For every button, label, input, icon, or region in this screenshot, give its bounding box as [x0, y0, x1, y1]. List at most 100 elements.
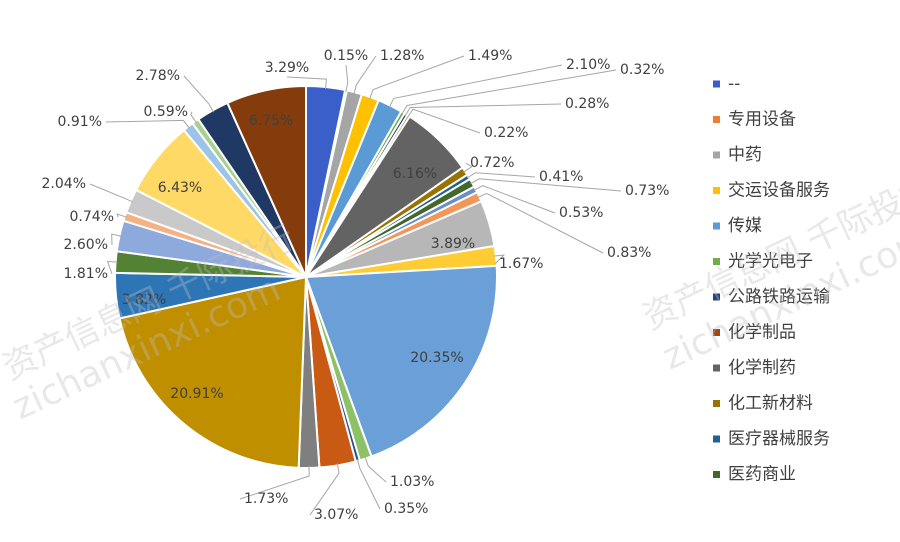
- leader-line: [407, 108, 481, 134]
- data-label: 0.35%: [384, 501, 428, 517]
- data-label: 1.67%: [499, 256, 543, 272]
- legend-swatch: [713, 329, 720, 336]
- data-label: 3.29%: [265, 60, 309, 76]
- legend-swatch: [713, 471, 720, 478]
- legend-label: 化学制品: [728, 323, 796, 343]
- data-label: 0.73%: [625, 183, 669, 199]
- leader-line: [116, 213, 127, 218]
- legend-item: 专用设备: [713, 110, 796, 130]
- data-label: 6.75%: [249, 113, 293, 129]
- data-label: 2.04%: [42, 176, 86, 192]
- leader-line: [477, 192, 604, 254]
- leader-line: [286, 76, 328, 90]
- data-label: 0.32%: [620, 62, 664, 78]
- data-label: 0.74%: [70, 209, 114, 225]
- legend-item: 交运设备服务: [713, 181, 830, 201]
- legend-swatch: [713, 187, 720, 194]
- data-label: 3.07%: [314, 507, 358, 523]
- data-label: 20.35%: [410, 350, 463, 366]
- data-label: 1.03%: [390, 474, 434, 490]
- data-label: 2.60%: [64, 237, 108, 253]
- data-label: 0.41%: [539, 169, 583, 185]
- leader-line: [364, 456, 387, 483]
- data-label: 6.16%: [393, 166, 437, 182]
- legend-swatch: [713, 400, 720, 407]
- leader-line: [388, 64, 563, 108]
- legend-item: 公路铁路运输: [713, 287, 830, 307]
- legend: -- 专用设备中药交运设备服务传媒光学光电子公路铁路运输化学制品化学制药化工新材料…: [713, 74, 830, 485]
- data-label: 1.49%: [468, 48, 512, 64]
- legend-label: 专用设备: [728, 110, 796, 130]
- legend-label: 交运设备服务: [728, 181, 830, 201]
- leader-line: [493, 254, 506, 265]
- data-label: 3.89%: [431, 236, 475, 252]
- leader-line: [106, 260, 118, 275]
- pie-slice: [304, 264, 499, 458]
- legend-item: 化学制药: [713, 358, 796, 378]
- legend-label: --: [728, 74, 740, 94]
- leader-line: [183, 75, 214, 113]
- legend-item: 传媒: [713, 216, 762, 236]
- data-label: 0.22%: [484, 125, 528, 141]
- pie-slice: [226, 84, 307, 278]
- leader-line: [309, 463, 340, 516]
- data-label: 1.81%: [64, 266, 108, 282]
- data-label: 0.53%: [559, 205, 603, 221]
- legend-item: 中药: [713, 145, 762, 165]
- legend-label: 公路铁路运输: [728, 287, 830, 307]
- data-label: 1.73%: [244, 491, 288, 507]
- data-label: 0.72%: [470, 155, 514, 171]
- legend-label: 医药商业: [728, 465, 796, 485]
- data-label: 0.59%: [144, 104, 188, 120]
- pie-slice: [118, 275, 308, 469]
- leader-line: [463, 162, 473, 173]
- data-label: 0.15%: [324, 48, 368, 64]
- data-label: 2.78%: [136, 68, 180, 84]
- legend-label: 中药: [728, 145, 762, 165]
- data-label: 6.43%: [158, 180, 202, 196]
- legend-item: 化学制品: [713, 323, 796, 343]
- pie-slices: [114, 84, 499, 469]
- data-label: 20.91%: [170, 386, 223, 402]
- legend-label: 光学光电子: [728, 252, 813, 272]
- legend-label: 化工新材料: [728, 394, 813, 414]
- leader-line: [239, 465, 310, 500]
- data-label: 1.28%: [380, 48, 424, 64]
- legend-swatch: [713, 293, 720, 301]
- data-label: 3.82%: [122, 292, 166, 308]
- legend-item: 光学光电子: [713, 252, 813, 272]
- leader-line: [111, 233, 122, 246]
- data-label: 0.28%: [565, 96, 609, 112]
- legend-swatch: [713, 364, 720, 372]
- leader-line: [353, 55, 377, 95]
- leader-line: [105, 119, 190, 129]
- legend-item: 医药商业: [713, 465, 796, 485]
- data-label: 2.10%: [566, 57, 610, 73]
- legend-label: 传媒: [728, 216, 762, 236]
- leader-line: [470, 178, 622, 192]
- legend-swatch: [713, 80, 720, 88]
- legend-swatch: [713, 222, 720, 230]
- leader-line: [356, 458, 381, 510]
- leader-line: [369, 55, 465, 100]
- leader-line: [404, 103, 562, 117]
- legend-item: 化工新材料: [713, 394, 813, 414]
- data-labels: 3.29% 0.15% 1.28% 1.49% 2.10% 0.32% 0.28% 0.22%…: [42, 48, 670, 523]
- legend-swatch: [713, 258, 720, 265]
- legend-item: --: [713, 74, 740, 94]
- legend-swatch: [713, 116, 720, 123]
- leader-line: [473, 185, 556, 214]
- data-label: 0.91%: [58, 114, 102, 130]
- legend-label: 医疗器械服务: [728, 429, 830, 449]
- leader-line: [466, 172, 536, 179]
- legend-label: 化学制药: [728, 358, 796, 378]
- leader-line: [345, 64, 349, 93]
- leader-line: [89, 183, 133, 203]
- leader-line: [190, 111, 198, 124]
- data-label: 0.83%: [607, 245, 651, 261]
- legend-swatch: [713, 435, 720, 443]
- legend-item: 医疗器械服务: [713, 429, 830, 449]
- legend-swatch: [713, 151, 720, 159]
- leader-line: [401, 69, 617, 115]
